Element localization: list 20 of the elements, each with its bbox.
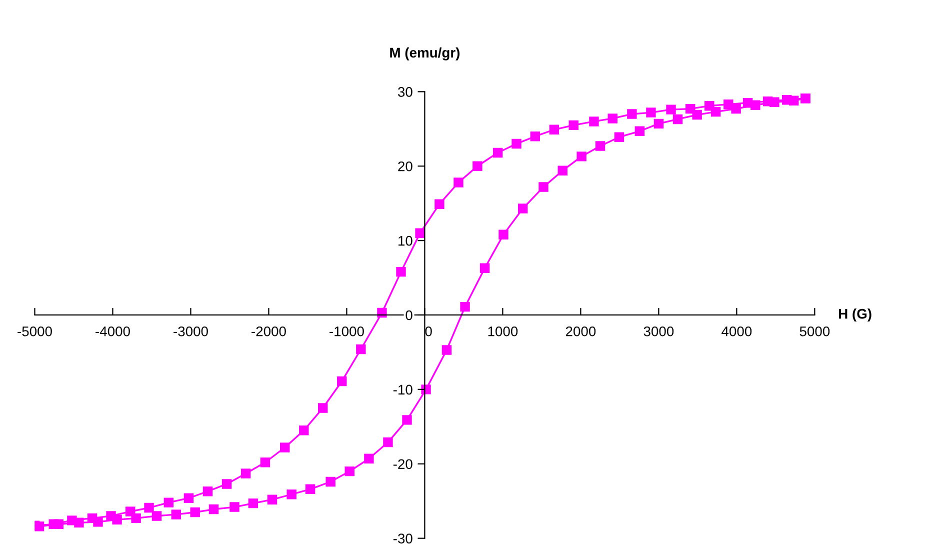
x-tick-label: -1000 (330, 326, 364, 336)
x-tick-label: -5000 (18, 326, 52, 336)
x-tick-label: 5000 (800, 326, 830, 336)
y-tick-label: 10 (398, 236, 412, 246)
x-tick-label: -3000 (174, 326, 208, 336)
y-tick-label: 30 (398, 87, 412, 97)
y-tick-label: 0 (406, 310, 412, 320)
y-tick-label: -20 (393, 459, 412, 470)
x-tick-label: 4000 (722, 326, 752, 336)
x-tick-label: -2000 (252, 326, 286, 336)
y-tick-label: -10 (393, 384, 412, 395)
y-tick-label: 20 (398, 161, 412, 172)
x-tick-label: 0 (425, 326, 432, 336)
y-tick-label: -30 (393, 534, 412, 544)
x-tick-label: 2000 (566, 326, 596, 336)
x-tick-label: 3000 (644, 326, 674, 336)
y-axis-title: M (emu/gr) (390, 47, 460, 60)
x-tick-label: -4000 (96, 326, 130, 336)
x-tick-label: 1000 (488, 326, 518, 336)
x-axis-title: H (G) (839, 308, 872, 322)
